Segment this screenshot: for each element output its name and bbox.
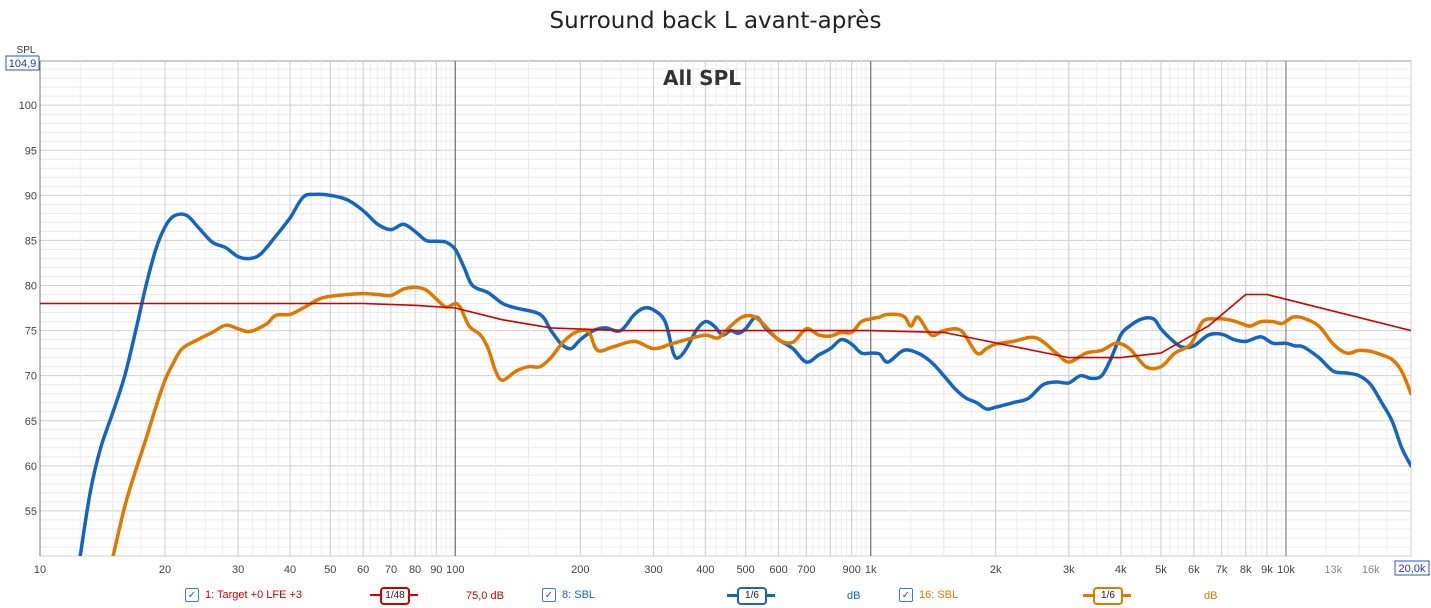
x-tick-label: 70 [385,564,397,576]
smoothing-label: 1/6 [1093,587,1123,605]
y-tick-label: 85 [25,235,37,247]
checkbox-icon[interactable]: ✓ [185,588,199,602]
x-tick-label: 300 [644,564,662,576]
offset-value-sbl-16[interactable]: dB [1204,590,1218,602]
legend-label-sbl-8: 8: SBL [562,589,596,601]
y-tick-label: 60 [25,461,37,473]
x-tick-label: 10 [34,564,46,576]
x-max-readout: 20,0k [1399,563,1426,575]
plot-frame [39,60,1412,557]
x-tick-label: 200 [571,564,589,576]
x-tick-label: 400 [696,564,714,576]
x-tick-label: 7k [1216,564,1228,576]
offset-value-target[interactable]: 75,0 dB [466,590,504,602]
checkbox-icon[interactable]: ✓ [542,588,556,602]
y-tick-label: 70 [25,371,37,383]
series-line-2 [111,285,1411,556]
x-tick-label: 3k [1063,564,1075,576]
spl-chart[interactable]: 55 60 65 70 75 80 85 90 95 100 10 20 30 40 50 60 70 80 90 1… [0,0,1431,584]
smoothing-label: 1/48 [380,587,410,605]
y-tick-label: 95 [25,145,37,157]
y-max-readout-box[interactable] [5,55,40,71]
x-tick-label: 5k [1155,564,1167,576]
x-tick-label: 40 [284,564,296,576]
x-tick-label: 13k [1324,564,1342,576]
grid [39,60,1412,557]
smoothing-label: 1/6 [737,587,767,605]
x-tick-label: 700 [797,564,815,576]
smoothing-control-sbl-16[interactable]: 1/6 [1083,587,1131,605]
x-tick-label: 20 [159,564,171,576]
x-tick-label: 9k [1261,564,1273,576]
legend-item-sbl-8[interactable]: ✓ 8: SBL [542,588,595,602]
legend-item-sbl-16[interactable]: ✓ 16: SBL [899,588,958,602]
axis-ticks: 55 60 65 70 75 80 85 90 95 100 10 20 30 40 50 60 70 80 90 1… [19,100,1380,576]
legend-item-target[interactable]: ✓ 1: Target +0 LFE +3 [185,588,302,602]
x-tick-label: 10k [1277,564,1295,576]
y-tick-label: 65 [25,416,37,428]
y-max-readout: 104,9 [9,58,37,70]
series-line-1 [78,192,1411,556]
curves [40,192,1411,556]
series-line-0 [40,293,1411,359]
x-tick-label: 30 [232,564,244,576]
x-tick-label: 500 [736,564,754,576]
chart-title: Surround back L avant-après [549,8,882,34]
x-tick-label: 100 [446,564,464,576]
x-tick-label: 16k [1362,564,1380,576]
y-axis-label: SPL [17,45,36,56]
x-tick-label: 600 [769,564,787,576]
y-tick-label: 55 [25,506,37,518]
x-tick-label: 90 [430,564,442,576]
x-tick-label: 80 [409,564,421,576]
x-tick-label: 6k [1188,564,1200,576]
x-tick-label: 50 [324,564,336,576]
y-tick-label: 80 [25,281,37,293]
x-max-readout-box[interactable] [1394,560,1430,576]
smoothing-control-target[interactable]: 1/48 [370,587,418,605]
legend: ✓ 1: Target +0 LFE +3 1/48 75,0 dB ✓ 8: … [0,584,1431,608]
x-tick-label: 60 [357,564,369,576]
legend-label-target: 1: Target +0 LFE +3 [205,589,303,601]
y-tick-label: 75 [25,326,37,338]
y-tick-label: 90 [25,190,37,202]
checkbox-icon[interactable]: ✓ [899,588,913,602]
x-tick-label: 1k [865,564,877,576]
x-tick-label: 2k [990,564,1002,576]
offset-value-sbl-8[interactable]: dB [847,590,861,602]
x-tick-label: 900 [842,564,860,576]
y-tick-label: 100 [19,100,37,112]
legend-label-sbl-16: 16: SBL [919,589,959,601]
x-tick-label: 8k [1240,564,1252,576]
inner-title: All SPL [663,66,741,90]
x-tick-label: 4k [1115,564,1127,576]
smoothing-control-sbl-8[interactable]: 1/6 [727,587,775,605]
